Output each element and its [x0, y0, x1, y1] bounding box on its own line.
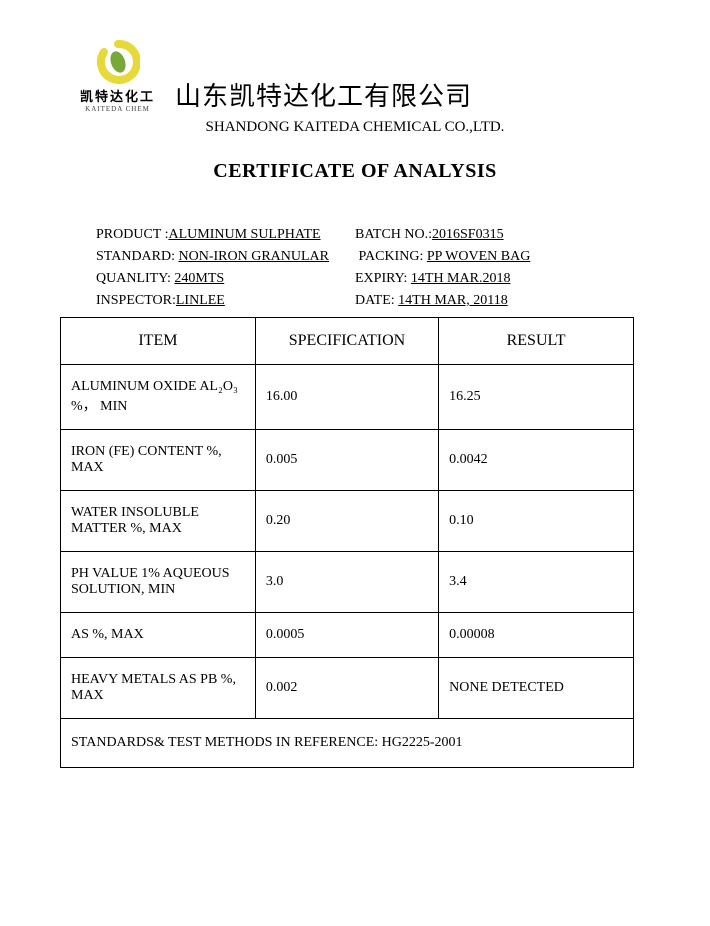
header-result: RESULT: [439, 318, 634, 365]
cell-item: ALUMINUM OXIDE AL₂O₃ %， MIN: [61, 365, 256, 430]
inspector-value: LINLEE: [176, 293, 225, 309]
quantity-value: 240MTS: [174, 271, 224, 287]
logo-en-text: KAITEDA CHEM: [85, 105, 150, 113]
table-footer-row: STANDARDS& TEST METHODS IN REFERENCE: HG…: [61, 719, 634, 768]
logo-block: 凯特达化工 KAITEDA CHEM: [80, 40, 155, 113]
company-name-cn: 山东凯特达化工有限公司: [175, 76, 472, 113]
table-row: WATER INSOLUBLE MATTER %, MAX0.200.10: [61, 491, 634, 552]
cell-item: HEAVY METALS AS PB %, MAX: [61, 658, 256, 719]
logo-icon: [96, 40, 140, 84]
table-row: IRON (FE) CONTENT %, MAX0.0050.0042: [61, 430, 634, 491]
cell-spec: 0.20: [255, 491, 438, 552]
info-grid: PRODUCT : ALUMINUM SULPHATE BATCH NO.: 2…: [96, 227, 614, 309]
table-row: AS %, MAX0.00050.00008: [61, 613, 634, 658]
quantity-field: QUANLITY: 240MTS: [96, 271, 355, 287]
logo-cn-text: 凯特达化工: [80, 86, 155, 105]
cell-spec: 0.005: [255, 430, 438, 491]
header: 凯特达化工 KAITEDA CHEM 山东凯特达化工有限公司: [80, 40, 650, 113]
product-value: ALUMINUM SULPHATE: [168, 227, 320, 243]
certificate-title: CERTIFICATE OF ANALYSIS: [60, 160, 650, 183]
date-field: DATE: 14TH MAR, 20118: [355, 293, 614, 309]
date-value: 14TH MAR, 20118: [398, 293, 508, 309]
cell-spec: 0.0005: [255, 613, 438, 658]
inspector-field: INSPECTOR: LINLEE: [96, 293, 355, 309]
table-row: PH VALUE 1% AQUEOUS SOLUTION, MIN3.03.4: [61, 552, 634, 613]
standard-label: STANDARD:: [96, 249, 179, 265]
cell-item: IRON (FE) CONTENT %, MAX: [61, 430, 256, 491]
packing-field: PACKING: PP WOVEN BAG: [355, 249, 614, 265]
table-footer: STANDARDS& TEST METHODS IN REFERENCE: HG…: [61, 719, 634, 768]
cell-result: NONE DETECTED: [439, 658, 634, 719]
batch-field: BATCH NO.: 2016SF0315: [355, 227, 614, 243]
packing-value: PP WOVEN BAG: [427, 249, 530, 265]
cell-item: PH VALUE 1% AQUEOUS SOLUTION, MIN: [61, 552, 256, 613]
header-item: ITEM: [61, 318, 256, 365]
standard-field: STANDARD: NON-IRON GRANULAR: [96, 249, 355, 265]
cell-result: 16.25: [439, 365, 634, 430]
table-row: HEAVY METALS AS PB %, MAX0.002NONE DETEC…: [61, 658, 634, 719]
batch-value: 2016SF0315: [432, 227, 504, 243]
date-label: DATE:: [355, 293, 398, 309]
product-label: PRODUCT :: [96, 227, 168, 243]
quantity-label: QUANLITY:: [96, 271, 174, 287]
batch-label: BATCH NO.:: [355, 227, 432, 243]
expiry-value: 14TH MAR.2018: [411, 271, 511, 287]
inspector-label: INSPECTOR:: [96, 293, 176, 309]
standard-value: NON-IRON GRANULAR: [179, 249, 330, 265]
cell-result: 3.4: [439, 552, 634, 613]
company-name-en: SHANDONG KAITEDA CHEMICAL CO.,LTD.: [60, 119, 650, 136]
cell-spec: 16.00: [255, 365, 438, 430]
table-header-row: ITEM SPECIFICATION RESULT: [61, 318, 634, 365]
packing-label: PACKING:: [355, 249, 427, 265]
cell-spec: 0.002: [255, 658, 438, 719]
cell-result: 0.10: [439, 491, 634, 552]
cell-result: 0.0042: [439, 430, 634, 491]
cell-spec: 3.0: [255, 552, 438, 613]
product-field: PRODUCT : ALUMINUM SULPHATE: [96, 227, 355, 243]
expiry-label: EXPIRY:: [355, 271, 411, 287]
cell-item: WATER INSOLUBLE MATTER %, MAX: [61, 491, 256, 552]
cell-item: AS %, MAX: [61, 613, 256, 658]
cell-result: 0.00008: [439, 613, 634, 658]
header-spec: SPECIFICATION: [255, 318, 438, 365]
expiry-field: EXPIRY: 14TH MAR.2018: [355, 271, 614, 287]
analysis-table: ITEM SPECIFICATION RESULT ALUMINUM OXIDE…: [60, 317, 634, 768]
table-row: ALUMINUM OXIDE AL₂O₃ %， MIN16.0016.25: [61, 365, 634, 430]
